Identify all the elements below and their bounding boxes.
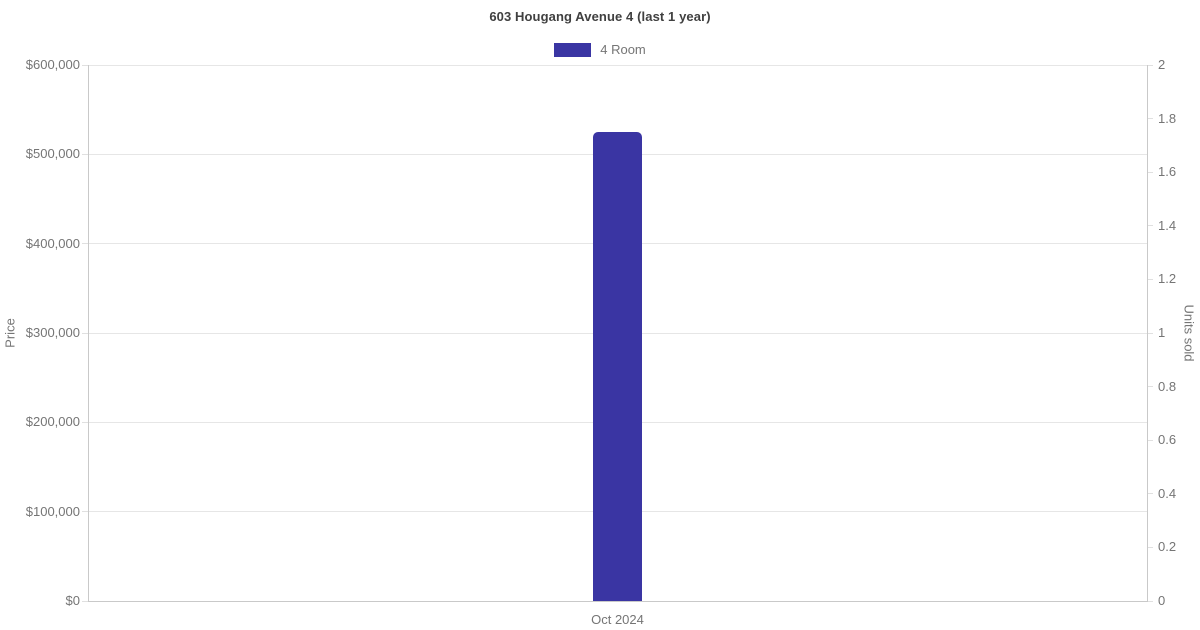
y-right-tick-label: 0.6 <box>1158 432 1177 448</box>
y-right-tick-label: 0.2 <box>1158 539 1177 555</box>
y-right-tickmark <box>1147 64 1153 66</box>
x-tick-label: Oct 2024 <box>591 612 644 627</box>
y-right-tick-label: 1 <box>1158 325 1166 340</box>
y-left-tickmark <box>82 511 88 513</box>
y-left-tick-label: $600,000 <box>25 57 80 72</box>
y-right-tick-label: 1.6 <box>1158 164 1177 180</box>
chart-title: 603 Hougang Avenue 4 (last 1 year) <box>489 9 711 24</box>
y-left-tickmark <box>82 153 88 155</box>
y-left-tick-label: $100,000 <box>25 503 80 519</box>
y-right-tickmark <box>1147 225 1153 227</box>
y-right-tickmark <box>1147 439 1153 441</box>
y-left-tick-label: $500,000 <box>25 146 80 162</box>
legend-item-4-room[interactable]: 4 Room <box>554 42 646 57</box>
y-left-tickmark <box>82 64 88 66</box>
y-right-tickmark <box>1147 546 1153 548</box>
y-right-tick-label: 1.2 <box>1158 271 1177 287</box>
y-right-tickmark <box>1147 600 1153 602</box>
gridline <box>88 64 1147 66</box>
y-right-tickmark <box>1147 386 1153 388</box>
legend-swatch <box>554 42 592 57</box>
legend: 4 Room <box>0 42 1200 57</box>
y-right-tick-label: 1.4 <box>1158 217 1177 233</box>
legend-label: 4 Room <box>600 42 646 57</box>
y-axis-left-line <box>88 65 89 601</box>
y-right-tickmark <box>1147 171 1153 173</box>
y-left-tick-label: $200,000 <box>25 414 80 430</box>
y-right-tick-label: 0.4 <box>1158 485 1177 501</box>
y-left-tick-label: $0 <box>65 593 80 608</box>
y-right-tickmark <box>1147 332 1153 334</box>
y-right-tick-label: 0.8 <box>1158 378 1177 394</box>
y-left-tick-label: $400,000 <box>25 235 80 251</box>
y-right-tick-label: 0 <box>1158 593 1166 608</box>
y-left-tickmark <box>82 243 88 245</box>
y-right-tick-label: 1.8 <box>1158 110 1177 126</box>
y-left-tickmark <box>82 600 88 602</box>
y-axis-right-line <box>1147 65 1148 601</box>
y-right-tickmark <box>1147 278 1153 280</box>
y-right-tickmark <box>1147 493 1153 495</box>
bar-4-room-oct-2024[interactable] <box>593 132 642 601</box>
y-right-tick-label: 2 <box>1158 57 1166 72</box>
y-right-tickmark <box>1147 118 1153 120</box>
y-left-tickmark <box>82 421 88 423</box>
y-left-tick-label: $300,000 <box>25 325 80 340</box>
y-left-tickmark <box>82 332 88 334</box>
x-axis-line <box>88 601 1148 602</box>
